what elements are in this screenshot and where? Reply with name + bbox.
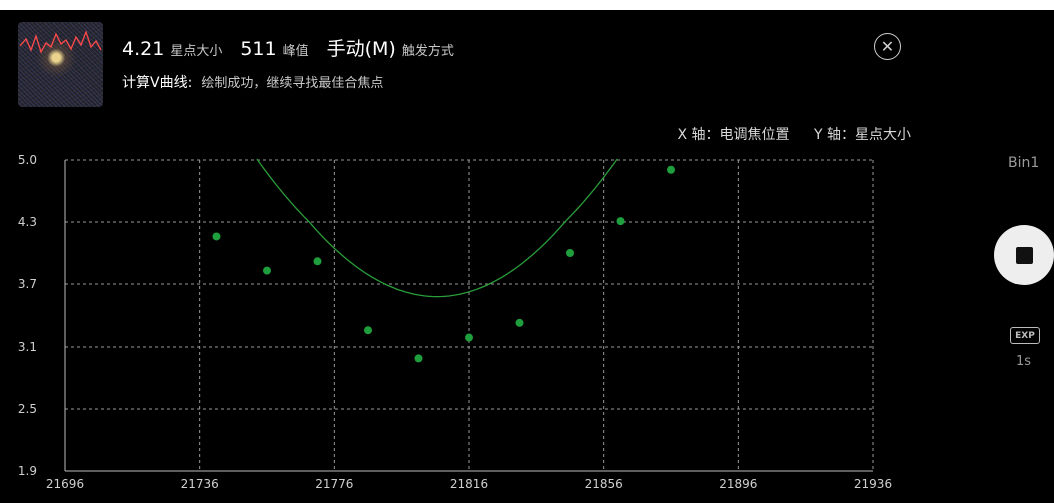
y-tick-label: 3.7 [18,277,37,291]
data-point [263,266,271,275]
x-tick-label: 21816 [450,477,488,491]
close-icon: ✕ [880,36,895,56]
vcurve-status-row: 计算V曲线: 绘制成功，继续寻找最佳合焦点 [122,72,383,92]
data-point [313,257,322,266]
vcurve-label: 计算V曲线: [122,75,193,91]
top-edge-bar [0,0,1054,10]
x-tick-label: 21856 [585,477,623,491]
x-tick-label: 21776 [315,477,353,491]
data-point [667,165,675,174]
data-point [566,249,574,257]
peak-label: 峰值 [282,44,309,59]
x-axis-caption: X 轴：电调焦位置 [677,127,790,143]
intensity-profile-icon [19,30,102,54]
stop-button[interactable] [994,225,1054,285]
y-tick-label: 4.3 [18,215,37,229]
vcurve-status: 绘制成功，继续寻找最佳合焦点 [201,76,384,91]
x-tick-label: 21736 [181,477,219,491]
stop-icon [1015,246,1033,264]
star-size-label: 星点大小 [170,44,223,59]
y-tick-label: 1.9 [18,464,37,478]
star-size-value: 4.21 [122,38,165,60]
x-tick-label: 21696 [46,477,84,491]
axis-caption: X 轴：电调焦位置 Y 轴：星点大小 [677,124,911,144]
data-point [414,354,423,363]
fit-curve [256,158,618,298]
data-point [465,333,473,342]
peak-value: 511 [240,38,277,60]
exposure-value[interactable]: 1s [1016,354,1032,369]
y-tick-label: 3.1 [18,340,37,354]
exp-icon[interactable]: EXP [1010,327,1040,344]
y-tick-label: 5.0 [18,153,37,167]
close-button[interactable]: ✕ [874,33,901,60]
x-tick-label: 21896 [719,477,757,491]
data-point [212,232,221,241]
trigger-mode-value[interactable]: 手动(M) [326,38,396,60]
x-tick-label: 21936 [854,477,892,491]
data-point [616,217,625,226]
star-thumbnail[interactable] [18,22,103,107]
data-point [515,318,524,327]
bin-label[interactable]: Bin1 [1008,155,1040,171]
data-point [364,326,372,335]
vcurve-chart: 1.9 2.5 3.1 3.7 4.3 5.0 21696 21736 21776 21816 21… [18,153,892,491]
exp-icon-text: EXP [1015,330,1035,341]
y-axis-caption: Y 轴：星点大小 [813,127,911,143]
trigger-mode-label: 触发方式 [401,44,454,59]
stats-row: 4.21 星点大小 511 峰值 手动(M) 触发方式 [122,34,472,62]
y-tick-label: 2.5 [18,402,37,416]
